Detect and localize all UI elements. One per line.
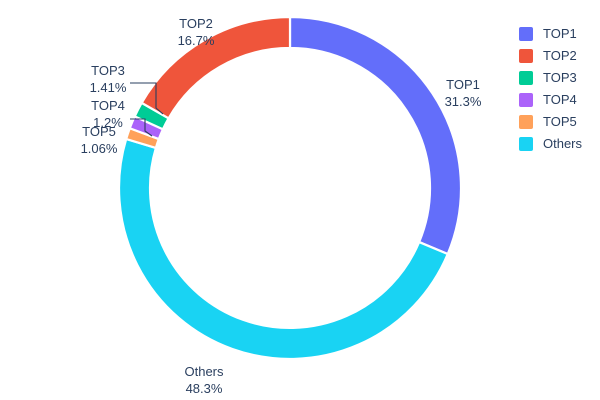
- slice-label-top4-name: TOP4: [91, 98, 125, 113]
- slice-labels-group: TOP2 16.7% TOP3 1.41% TOP4 1.2% TOP5 1.0…: [81, 16, 482, 396]
- legend-swatch-top1[interactable]: [519, 27, 533, 41]
- slice-label-others-name: Others: [184, 364, 224, 379]
- slice-label-others-percent: 48.3%: [186, 381, 223, 396]
- legend-label-top5[interactable]: TOP5: [543, 114, 577, 129]
- slice-label-top3-percent: 1.41%: [90, 80, 127, 95]
- legend-swatch-others[interactable]: [519, 137, 533, 151]
- slice-label-top1-percent: 31.3%: [445, 94, 482, 109]
- legend-label-top1[interactable]: TOP1: [543, 26, 577, 41]
- slice-label-top4-percent: 1.2%: [93, 115, 123, 130]
- legend-swatch-top3[interactable]: [519, 71, 533, 85]
- leader-lines-group: [130, 82, 164, 137]
- legend-swatch-top2[interactable]: [519, 49, 533, 63]
- legend-label-top2[interactable]: TOP2: [543, 48, 577, 63]
- slice-label-top2-percent: 16.7%: [178, 33, 215, 48]
- legend-label-others[interactable]: Others: [543, 136, 583, 151]
- slice-label-top5-percent: 1.06%: [81, 141, 118, 156]
- legend-label-top4[interactable]: TOP4: [543, 92, 577, 107]
- slice-label-top3-name: TOP3: [91, 63, 125, 78]
- donut-slices-group: [117, 15, 463, 361]
- legend-label-top3[interactable]: TOP3: [543, 70, 577, 85]
- legend: TOP1 TOP2 TOP3 TOP4 TOP5 Others: [519, 26, 583, 151]
- slice-label-top5-name: TOP5: [82, 124, 116, 139]
- donut-slice-top2[interactable]: [140, 15, 292, 120]
- slice-label-top2-name: TOP2: [179, 16, 213, 31]
- legend-swatch-top4[interactable]: [519, 93, 533, 107]
- leader-line-top3: [130, 82, 164, 115]
- leader-line-top4: [130, 118, 153, 137]
- legend-swatch-top5[interactable]: [519, 115, 533, 129]
- slice-label-top1-name: TOP1: [446, 77, 480, 92]
